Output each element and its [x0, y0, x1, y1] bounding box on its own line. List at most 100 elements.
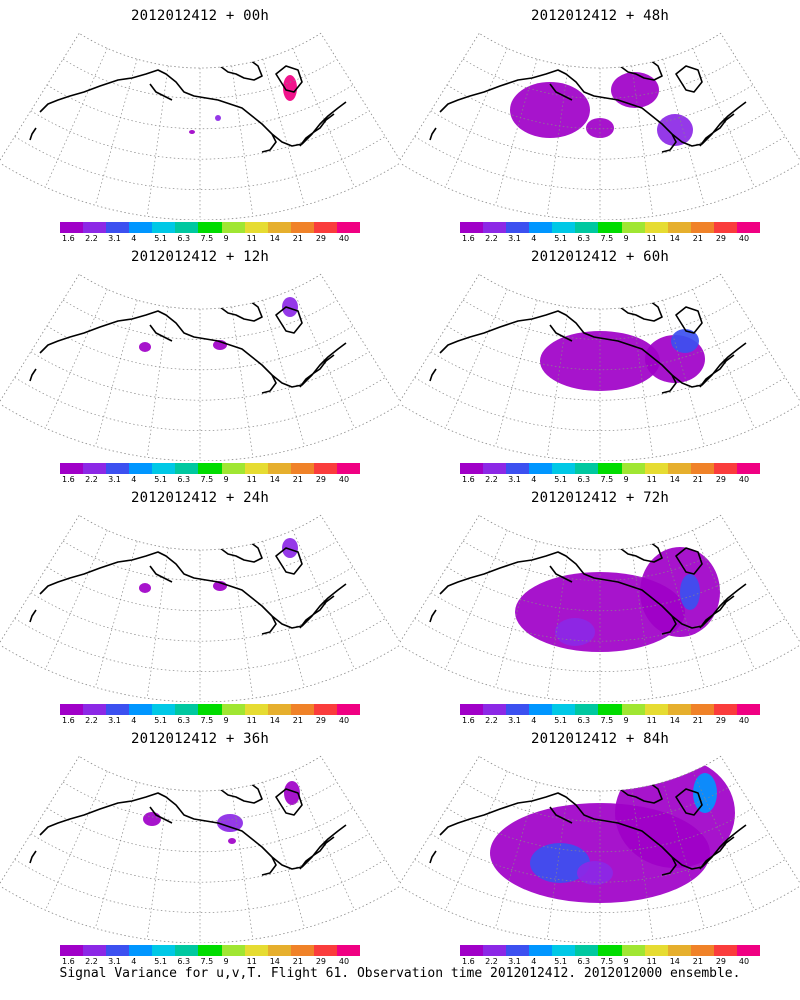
- projection-map: [400, 32, 800, 220]
- variance-region: [284, 781, 300, 805]
- colorbar-tick-label: 9: [623, 234, 629, 243]
- meridian-line: [231, 788, 254, 940]
- meridian-line: [94, 782, 138, 929]
- colorbar-labels: 1.6 2.2 3.1 4 5.1 6.3 7.5 9 11 14 21 29 40: [460, 234, 760, 246]
- colorbar-cell: [460, 704, 484, 715]
- colorbar-tick-label: 6.3: [577, 234, 591, 243]
- colorbar-cell: [736, 222, 761, 233]
- colorbar-cell: [575, 463, 599, 474]
- meridian-line: [692, 289, 755, 429]
- colorbar-tick-label: 2.2: [85, 957, 98, 966]
- meridian-line: [494, 59, 538, 206]
- colorbar-cell: [483, 704, 507, 715]
- colorbar-cell: [175, 463, 199, 474]
- latitude-line: [46, 325, 354, 371]
- colorbar-tick-label: 21: [292, 475, 303, 484]
- colorbar-tick-label: 9: [223, 716, 229, 725]
- colorbar-cell: [529, 463, 553, 474]
- meridian-line: [662, 782, 706, 929]
- colorbar-cell: [244, 222, 268, 233]
- meridian-line: [45, 289, 108, 429]
- meridian-line: [631, 306, 654, 458]
- colorbar-tick-label: 21: [692, 957, 703, 966]
- colorbar-tick-label: 40: [738, 716, 750, 725]
- variance-region: [283, 75, 297, 101]
- colorbar-cell: [83, 222, 107, 233]
- colorbar-tick-label: 7.5: [600, 716, 614, 725]
- colorbar-cell: [290, 945, 314, 956]
- colorbar-tick-label: 4: [131, 957, 137, 966]
- colorbar-tick-label: 7.5: [200, 475, 214, 484]
- variance-region: [693, 773, 717, 813]
- colorbar-tick-label: 4: [531, 957, 537, 966]
- colorbar-cell: [690, 222, 714, 233]
- colorbar-tick-label: 4: [131, 234, 137, 243]
- colorbar-tick-label: 29: [715, 475, 727, 484]
- colorbar-tick-label: 14: [269, 716, 280, 725]
- forecast-panel: 2012012412 + 84h 1.6 2.2 3.1 4 5.1 6.3 7.5 9 11 14…: [400, 723, 800, 973]
- colorbar-cell: [336, 463, 361, 474]
- map-border: [0, 514, 400, 702]
- meridian-line: [262, 59, 306, 206]
- colorbar-cell: [244, 704, 268, 715]
- latitude-line: [462, 540, 738, 581]
- meridian-line: [45, 48, 108, 188]
- latitude-line: [30, 351, 370, 401]
- colorbar-cell: [106, 222, 130, 233]
- colorbar-tick-label: 2.2: [485, 957, 498, 966]
- colorbar-cell: [529, 222, 553, 233]
- variance-region: [282, 297, 298, 317]
- colorbar-cell: [221, 945, 245, 956]
- forecast-panel: 2012012412 + 00h 1.6 2.2 3.1 4 5.1 6.3 7.5 9 11 14…: [0, 0, 400, 250]
- variance-region: [143, 812, 161, 826]
- map-border: [400, 755, 800, 943]
- latitude-line: [462, 58, 738, 99]
- colorbar-labels: 1.6 2.2 3.1 4 5.1 6.3 7.5 9 11 14 21 29 40: [460, 716, 760, 728]
- colorbar-tick-label: 14: [669, 234, 680, 243]
- colorbar-tick-label: 21: [692, 234, 703, 243]
- meridian-line: [445, 530, 508, 670]
- latitude-line: [46, 807, 354, 853]
- colorbar-tick-label: 6.3: [577, 716, 591, 725]
- map-area: [414, 45, 786, 220]
- forecast-panel: 2012012412 + 24h 1.6 2.2 3.1 4 5.1 6.3 7.5 9 11 14…: [0, 482, 400, 732]
- colorbar-tick-label: 40: [338, 234, 350, 243]
- colorbar-tick-label: 4: [131, 475, 137, 484]
- map-area: [14, 527, 386, 702]
- colorbar-tick-label: 5.1: [554, 234, 568, 243]
- colorbar-cell: [506, 222, 530, 233]
- colorbar-cell: [690, 704, 714, 715]
- meridian-line: [146, 65, 169, 217]
- colorbar-tick-label: 7.5: [200, 957, 214, 966]
- map-area: [14, 286, 386, 461]
- colorbar-cell: [644, 222, 668, 233]
- variance-region: [510, 82, 590, 138]
- colorbar-cell: [736, 704, 761, 715]
- meridian-line: [292, 771, 355, 911]
- colorbar: [60, 463, 361, 474]
- colorbar-tick-label: 4: [531, 234, 537, 243]
- colorbar-tick-label: 3.1: [508, 716, 521, 725]
- map-border: [400, 514, 800, 702]
- meridian-line: [631, 788, 654, 940]
- meridian-line: [494, 300, 538, 447]
- projection-map: [0, 273, 400, 461]
- panel-title: 2012012412 + 36h: [130, 731, 270, 747]
- map-area: [414, 527, 786, 702]
- colorbar-tick-label: 5.1: [154, 234, 168, 243]
- variance-region: [189, 130, 195, 134]
- colorbar-tick-label: 40: [738, 475, 750, 484]
- map-area: [14, 768, 386, 943]
- colorbar-cell: [598, 945, 622, 956]
- colorbar-tick-label: 1.6: [462, 716, 475, 725]
- colorbar-tick-label: 7.5: [600, 475, 614, 484]
- colorbar-tick-label: 9: [623, 716, 629, 725]
- colorbar-cell: [83, 704, 107, 715]
- colorbar-cell: [60, 463, 84, 474]
- panel-title: 2012012412 + 00h: [130, 8, 270, 24]
- meridian-line: [445, 289, 508, 429]
- latitude-line: [462, 299, 738, 340]
- forecast-panel: 2012012412 + 72h 1.6 2.2 3.1 4 5.1 6.3 7.5 9 11 14…: [400, 482, 800, 732]
- colorbar: [60, 945, 361, 956]
- colorbar-cell: [175, 704, 199, 715]
